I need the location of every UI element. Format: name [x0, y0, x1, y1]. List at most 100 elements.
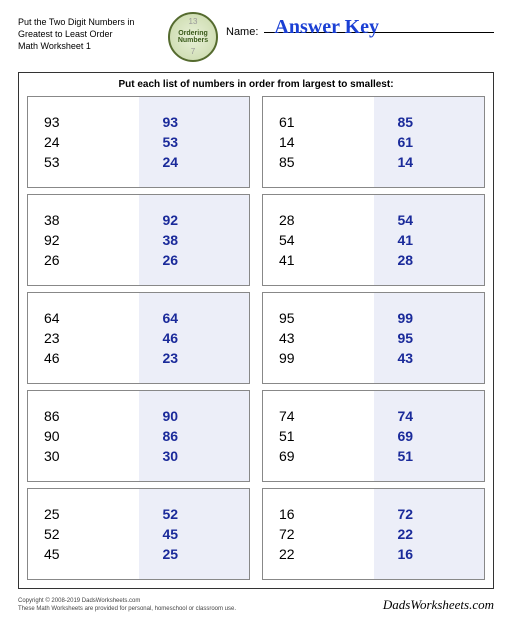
- given-numbers: 869030: [28, 391, 139, 481]
- given-number: 53: [38, 152, 129, 172]
- given-numbers: 255245: [28, 489, 139, 579]
- title-line-2: Greatest to Least Order: [18, 28, 160, 40]
- given-numbers: 611485: [263, 97, 374, 187]
- answer-numbers: 999543: [374, 293, 485, 383]
- answer-number: 93: [149, 112, 240, 132]
- problem-grid: 9324539353246114858561143892269238262854…: [27, 96, 485, 580]
- given-number: 92: [38, 230, 129, 250]
- given-number: 99: [273, 348, 364, 368]
- given-numbers: 285441: [263, 195, 374, 285]
- problem-cell: 285441544128: [262, 194, 485, 286]
- problem-cell: 389226923826: [27, 194, 250, 286]
- logo-top-number: 13: [189, 18, 198, 26]
- answer-number: 26: [149, 250, 240, 270]
- given-number: 51: [273, 426, 364, 446]
- given-numbers: 642346: [28, 293, 139, 383]
- given-number: 45: [38, 544, 129, 564]
- title-line-3: Math Worksheet 1: [18, 40, 160, 52]
- answer-numbers: 935324: [139, 97, 250, 187]
- name-label: Name:: [226, 26, 258, 38]
- answer-numbers: 856114: [374, 97, 485, 187]
- answer-number: 95: [384, 328, 475, 348]
- answer-number: 52: [149, 504, 240, 524]
- given-number: 93: [38, 112, 129, 132]
- given-number: 25: [38, 504, 129, 524]
- answer-numbers: 524525: [139, 489, 250, 579]
- answer-number: 99: [384, 308, 475, 328]
- answer-numbers: 722216: [374, 489, 485, 579]
- given-number: 72: [273, 524, 364, 544]
- answer-number: 92: [149, 210, 240, 230]
- given-numbers: 745169: [263, 391, 374, 481]
- given-number: 41: [273, 250, 364, 270]
- given-number: 69: [273, 446, 364, 466]
- answer-number: 72: [384, 504, 475, 524]
- title-line-1: Put the Two Digit Numbers in: [18, 16, 160, 28]
- given-number: 54: [273, 230, 364, 250]
- worksheet-title: Put the Two Digit Numbers in Greatest to…: [18, 12, 160, 52]
- answer-numbers: 746951: [374, 391, 485, 481]
- answer-number: 86: [149, 426, 240, 446]
- answer-numbers: 544128: [374, 195, 485, 285]
- problem-cell: 255245524525: [27, 488, 250, 580]
- given-number: 28: [273, 210, 364, 230]
- answer-numbers: 923826: [139, 195, 250, 285]
- given-number: 46: [38, 348, 129, 368]
- given-number: 16: [273, 504, 364, 524]
- problem-cell: 167222722216: [262, 488, 485, 580]
- name-block: Name: Answer Key: [226, 12, 494, 38]
- footer-left: Copyright © 2008-2019 DadsWorksheets.com…: [18, 598, 236, 614]
- answer-number: 24: [149, 152, 240, 172]
- brand-text: DadsWorksheets.com: [383, 597, 494, 614]
- answer-number: 38: [149, 230, 240, 250]
- logo-text-1: Ordering: [178, 30, 208, 37]
- answer-number: 41: [384, 230, 475, 250]
- answer-number: 23: [149, 348, 240, 368]
- copyright-text: Copyright © 2008-2019 DadsWorksheets.com: [18, 598, 236, 606]
- given-number: 85: [273, 152, 364, 172]
- problem-cell: 954399999543: [262, 292, 485, 384]
- answer-number: 46: [149, 328, 240, 348]
- logo-bottom-number: 7: [191, 48, 195, 56]
- given-numbers: 954399: [263, 293, 374, 383]
- answer-number: 69: [384, 426, 475, 446]
- given-number: 23: [38, 328, 129, 348]
- answer-number: 90: [149, 406, 240, 426]
- answer-number: 14: [384, 152, 475, 172]
- answer-number: 85: [384, 112, 475, 132]
- given-numbers: 932453: [28, 97, 139, 187]
- answer-number: 64: [149, 308, 240, 328]
- name-line: Answer Key: [264, 32, 494, 33]
- worksheet-frame: Put each list of numbers in order from l…: [18, 72, 494, 589]
- given-number: 24: [38, 132, 129, 152]
- given-number: 74: [273, 406, 364, 426]
- answer-number: 25: [149, 544, 240, 564]
- problem-cell: 745169746951: [262, 390, 485, 482]
- ordering-numbers-logo: 13 Ordering Numbers 7: [168, 12, 218, 62]
- given-number: 38: [38, 210, 129, 230]
- given-number: 43: [273, 328, 364, 348]
- answer-number: 51: [384, 446, 475, 466]
- answer-number: 22: [384, 524, 475, 544]
- given-number: 90: [38, 426, 129, 446]
- answer-number: 53: [149, 132, 240, 152]
- given-number: 86: [38, 406, 129, 426]
- header: Put the Two Digit Numbers in Greatest to…: [18, 12, 494, 62]
- usage-note: These Math Worksheets are provided for p…: [18, 606, 236, 614]
- answer-number: 28: [384, 250, 475, 270]
- answer-numbers: 908630: [139, 391, 250, 481]
- given-number: 14: [273, 132, 364, 152]
- given-number: 30: [38, 446, 129, 466]
- given-number: 64: [38, 308, 129, 328]
- given-number: 95: [273, 308, 364, 328]
- answer-number: 54: [384, 210, 475, 230]
- problem-cell: 642346644623: [27, 292, 250, 384]
- problem-cell: 611485856114: [262, 96, 485, 188]
- problem-cell: 932453935324: [27, 96, 250, 188]
- footer: Copyright © 2008-2019 DadsWorksheets.com…: [18, 597, 494, 614]
- answer-number: 61: [384, 132, 475, 152]
- answer-key-text: Answer Key: [274, 16, 494, 39]
- problem-cell: 869030908630: [27, 390, 250, 482]
- answer-number: 43: [384, 348, 475, 368]
- logo-text-2: Numbers: [178, 37, 208, 44]
